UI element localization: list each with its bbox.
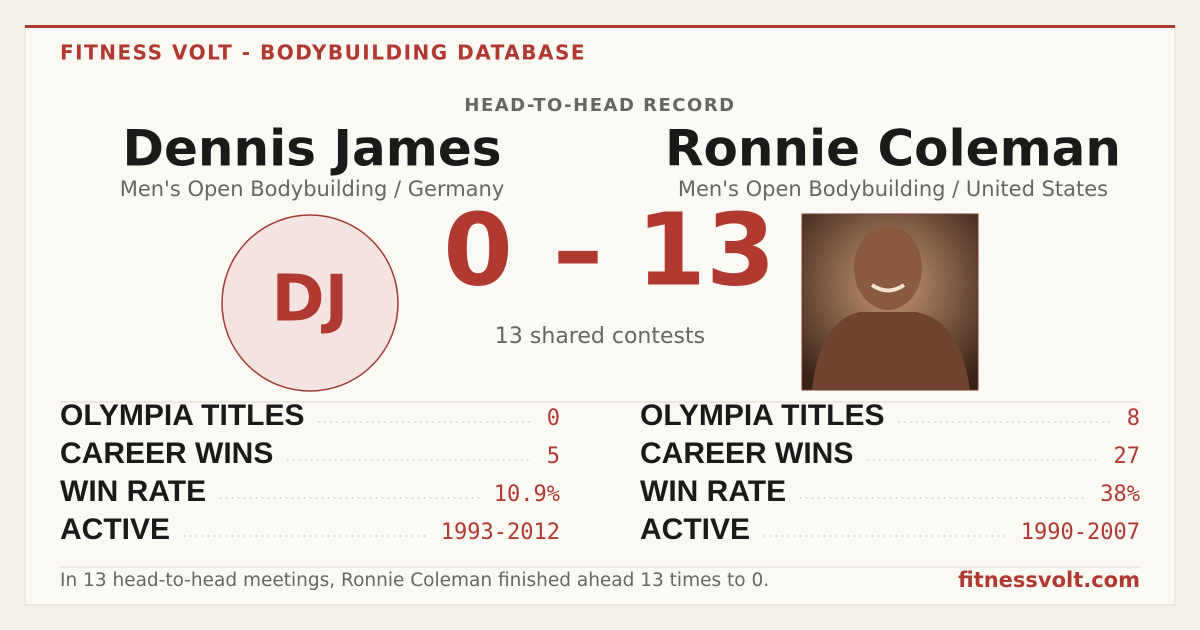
stat-value: 38%	[1100, 482, 1140, 507]
stat-label: WIN RATE	[640, 475, 786, 508]
stat-value: 0	[547, 406, 560, 431]
stat-value: 1990-2007	[1021, 520, 1140, 545]
summary: In 13 head-to-head meetings, Ronnie Cole…	[60, 570, 769, 591]
athlete-name: Dennis James	[122, 120, 501, 178]
stat-value: 1993-2012	[441, 520, 560, 545]
top-rule	[25, 25, 1175, 28]
stat-label: WIN RATE	[60, 475, 206, 508]
shared-contests: 13 shared contests	[495, 324, 705, 349]
stat-label: CAREER WINS	[60, 437, 273, 470]
athlete-division: Men's Open Bodybuilding / Germany	[120, 177, 505, 201]
stat-value: 10.9%	[494, 482, 560, 507]
avatar-circle	[221, 214, 399, 392]
athlete-photo	[801, 213, 979, 391]
stat-value: 27	[1114, 444, 1141, 469]
stat-label: ACTIVE	[640, 513, 750, 546]
stat-value: 5	[547, 444, 560, 469]
score-left: 0	[443, 191, 513, 308]
stat-label: CAREER WINS	[640, 437, 853, 470]
score-right: 13	[636, 191, 775, 308]
stat-label: OLYMPIA TITLES	[60, 399, 304, 432]
score-separator: –	[553, 191, 603, 308]
stat-label: OLYMPIA TITLES	[640, 399, 884, 432]
athlete-division: Men's Open Bodybuilding / United States	[678, 177, 1108, 201]
avatar-initials: DJ	[272, 263, 349, 337]
stats: OLYMPIA TITLES 0 CAREER WINS 5 WIN RATE 10.9%…	[60, 399, 1140, 546]
card-panel	[24, 25, 1176, 606]
brand: FITNESS VOLT - BODYBUILDING DATABASE	[60, 41, 586, 65]
stat-value: 8	[1127, 406, 1140, 431]
athlete-name: Ronnie Coleman	[665, 120, 1121, 178]
stat-label: ACTIVE	[60, 513, 170, 546]
site: fitnessvolt.com	[958, 568, 1140, 592]
matchup-label: HEAD-TO-HEAD RECORD	[464, 95, 735, 116]
